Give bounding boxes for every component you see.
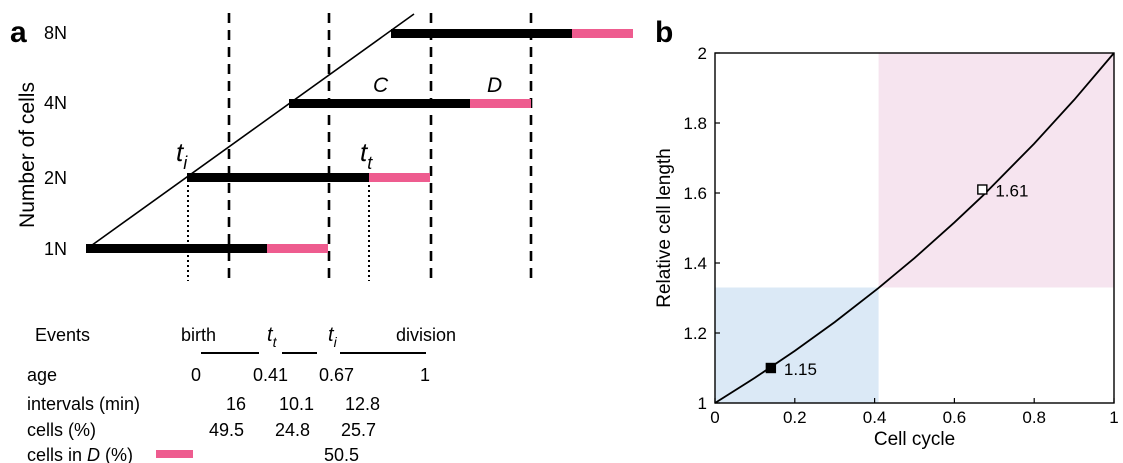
cells-in-d-label: cells in D (%)	[27, 445, 133, 463]
d-period-legend-swatch	[156, 450, 193, 458]
age-label: age	[27, 365, 57, 385]
division-dashed-lines	[227, 13, 533, 283]
panel-a-label: a	[10, 16, 27, 49]
x-tick-label: 0.6	[943, 408, 967, 427]
x-axis-label: Cell cycle	[874, 429, 955, 450]
shaded-region	[878, 53, 1114, 288]
events-table: Events birth tt ti division age 0 0.41 0…	[27, 324, 456, 463]
x-tick-label: 0.2	[783, 408, 807, 427]
cells-value: 49.5	[209, 420, 244, 440]
y-tick-label: 1.6	[683, 184, 707, 203]
level-1n: 1N	[44, 239, 67, 259]
c-period-bar-4n	[289, 99, 470, 108]
interval-value: 12.8	[345, 394, 380, 414]
replication-initiation-line	[87, 13, 415, 249]
plot-frame	[714, 52, 1115, 404]
cells-value: 25.7	[341, 420, 376, 440]
y-tick-label: 1.2	[683, 324, 707, 343]
level-4n: 4N	[44, 93, 67, 113]
x-tick-label: 1	[1109, 408, 1118, 427]
tt-label: tt	[360, 137, 373, 173]
panel-b-label: b	[655, 16, 673, 49]
age-value: 1	[420, 365, 430, 385]
cell-length-curve	[714, 52, 1115, 404]
y-tick-label: 1.4	[683, 254, 707, 273]
cell-length-chart: 0 0.2 0.4 0.6 0.8 1 1 1.2 1.4 1.6 1.8 2 Cell cycle Re…	[654, 44, 1119, 450]
y-tick-label: 1	[698, 394, 707, 413]
d-period-bar-8n	[572, 29, 633, 38]
age-value: 0.41	[253, 365, 288, 385]
level-8n: 8N	[44, 23, 67, 43]
event-dotted-lines	[187, 180, 370, 281]
marker-label: 1.15	[784, 360, 817, 379]
d-period-bar-2n	[369, 173, 430, 182]
event-division: division	[396, 325, 456, 345]
c-period-bar-1n	[86, 244, 267, 253]
open-marker	[977, 184, 988, 195]
y-axis-label: Relative cell length	[654, 148, 675, 307]
cell-cycle-bars	[86, 29, 633, 253]
filled-marker	[765, 362, 777, 374]
intervals-label: intervals (min)	[27, 394, 140, 414]
level-2n: 2N	[44, 168, 67, 188]
age-value: 0.67	[319, 365, 354, 385]
interval-value: 16	[226, 394, 246, 414]
event-ti: ti	[328, 324, 338, 350]
y-tick-label: 2	[698, 44, 707, 63]
events-label: Events	[35, 325, 90, 345]
x-tick-label: 0	[710, 408, 719, 427]
shaded-region	[715, 287, 879, 403]
d-period-bar-1n	[267, 244, 328, 253]
y-tick-label: 1.8	[683, 114, 707, 133]
event-birth: birth	[181, 325, 216, 345]
x-tick-label: 0.8	[1022, 408, 1046, 427]
event-tt: tt	[267, 324, 278, 350]
cells-value: 24.8	[275, 420, 310, 440]
d-phase-label: D	[487, 74, 502, 97]
age-value: 0	[191, 365, 201, 385]
ti-label: ti	[176, 137, 188, 173]
cells-in-d-value: 50.5	[324, 445, 359, 463]
cells-label: cells (%)	[27, 420, 96, 440]
c-period-bar-8n	[391, 29, 572, 38]
x-tick-label: 0.4	[863, 408, 887, 427]
c-phase-label: C	[373, 74, 389, 97]
y-axis-label: Number of cells	[16, 82, 39, 228]
c-period-bar-2n	[187, 173, 369, 182]
marker-label: 1.61	[995, 182, 1028, 201]
interval-value: 10.1	[279, 394, 314, 414]
d-period-bar-4n	[470, 99, 531, 108]
